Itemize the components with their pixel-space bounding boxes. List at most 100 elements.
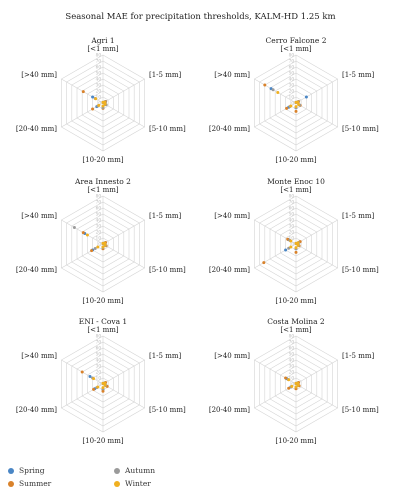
legend-item-spring: Spring (8, 466, 45, 475)
tick-label: 70 (96, 200, 102, 205)
axis-label-5-10-mm: [5-10 mm] (149, 406, 186, 414)
axis-label-40-mm: [>40 mm] (21, 212, 57, 220)
axis-spoke (295, 78, 338, 104)
axis-label-1-5-mm: [1-5 mm] (342, 352, 375, 360)
axis-label-5-10-mm: [5-10 mm] (342, 406, 379, 414)
axis-label-1-5-mm: [1-5 mm] (149, 71, 182, 79)
tick-label: 50 (96, 352, 102, 357)
legend-label-summer: Summer (19, 479, 52, 488)
axis-label-20-40-mm: [20-40 mm] (16, 266, 57, 274)
axis-label-1-5-mm: [1-5 mm] (342, 71, 375, 79)
tick-label: 0 (291, 101, 294, 106)
point-winter-40-mm (289, 239, 293, 243)
axis-label-40-mm: [>40 mm] (214, 352, 250, 360)
point-winter-20-40-mm (97, 103, 101, 107)
legend-label-autumn: Autumn (125, 466, 156, 475)
axis-spoke (102, 359, 145, 385)
axis-label-10-20-mm: [10-20 mm] (82, 437, 123, 445)
tick-label: 30 (289, 83, 295, 88)
point-summer-40-mm (81, 231, 85, 235)
tick-label: 10 (96, 95, 102, 100)
point-winter-20-40-mm (96, 385, 100, 389)
axis-label-40-mm: [>40 mm] (21, 71, 57, 79)
tick-label: 70 (289, 340, 295, 345)
axis-spoke (102, 102, 145, 128)
point-summer-40-mm (80, 370, 84, 374)
axis-label-5-10-mm: [5-10 mm] (149, 125, 186, 133)
tick-label: 30 (96, 224, 102, 229)
axis-label-5-10-mm: [5-10 mm] (342, 125, 379, 133)
point-summer-40-mm (81, 90, 85, 94)
point-summer-20-40-mm (91, 107, 95, 111)
point-winter-1-5-mm (296, 241, 300, 245)
tick-label: 40 (289, 218, 295, 223)
point-winter-40-mm (92, 377, 96, 381)
tick-label: 80 (96, 334, 102, 339)
point-autumn-40-mm (271, 88, 275, 92)
point-summer-20-40-mm (262, 261, 266, 265)
tick-label: 40 (289, 358, 295, 363)
tick-label: 50 (96, 71, 102, 76)
axis-label-1-5-mm: [1-5 mm] (149, 352, 182, 360)
point-summer-20-40-mm (92, 387, 96, 391)
point-winter-10-20-mm (294, 385, 298, 389)
legend-marker-autumn (114, 467, 120, 474)
point-autumn-40-mm (72, 226, 76, 229)
tick-label: 70 (96, 340, 102, 345)
tick-label: 40 (289, 77, 295, 82)
tick-label: 0 (98, 242, 101, 247)
tick-label: 10 (289, 95, 295, 100)
tick-label: 80 (96, 53, 102, 58)
axis-spoke (295, 102, 338, 128)
tick-label: 50 (289, 352, 295, 357)
tick-label: 10 (96, 236, 102, 241)
point-winter-20-40-mm (289, 245, 293, 249)
tick-label: 0 (98, 101, 101, 106)
tick-label: 60 (289, 346, 295, 351)
axis-label-5-10-mm: [5-10 mm] (149, 266, 186, 274)
chart-title: Costa Molina 2 (267, 317, 325, 326)
tick-label: 60 (289, 206, 295, 211)
point-winter-10-20-mm (294, 246, 298, 250)
legend-marker-winter (114, 480, 120, 487)
axis-label-10-20-mm: [10-20 mm] (82, 297, 123, 305)
point-winter-10-20-mm (101, 386, 105, 390)
figure-title: Seasonal MAE for precipitation threshold… (65, 12, 335, 22)
legend-item-winter: Winter (114, 479, 151, 488)
axis-label-40-mm: [>40 mm] (214, 212, 250, 220)
point-summer-20-40-mm (287, 386, 291, 390)
point-winter-10-20-mm (101, 245, 105, 249)
point-summer-10-20-mm (294, 109, 298, 113)
axis-label-20-40-mm: [20-40 mm] (209, 125, 250, 133)
point-winter-40-mm (85, 233, 89, 237)
legend-item-summer: Summer (8, 479, 51, 488)
point-winter-5-10-mm (297, 103, 301, 106)
point-spring-1-5-mm (304, 95, 308, 99)
chart-title: ENI - Cova 1 (79, 317, 127, 326)
tick-label: 10 (289, 236, 295, 241)
axis-label-20-40-mm: [20-40 mm] (209, 266, 250, 274)
tick-label: 30 (289, 364, 295, 369)
tick-label: 40 (96, 77, 102, 82)
axis-spoke (102, 243, 145, 269)
point-winter-10-20-mm (101, 104, 105, 108)
tick-label: 60 (96, 206, 102, 211)
axis-label-10-20-mm: [10-20 mm] (275, 437, 316, 445)
axis-label-10-20-mm: [10-20 mm] (275, 156, 316, 164)
axis-label-20-40-mm: [20-40 mm] (209, 406, 250, 414)
legend-label-winter: Winter (125, 479, 151, 488)
axis-label-10-20-mm: [10-20 mm] (82, 156, 123, 164)
point-winter-5-10-mm (103, 243, 107, 247)
tick-label: 0 (98, 382, 101, 387)
axis-spoke (102, 383, 145, 409)
axis-spoke (295, 383, 338, 409)
point-winter-20-40-mm (96, 245, 100, 249)
axis-label-10-20-mm: [10-20 mm] (275, 297, 316, 305)
tick-label: 0 (291, 382, 294, 387)
tick-label: 30 (96, 364, 102, 369)
axis-spoke (295, 219, 338, 245)
